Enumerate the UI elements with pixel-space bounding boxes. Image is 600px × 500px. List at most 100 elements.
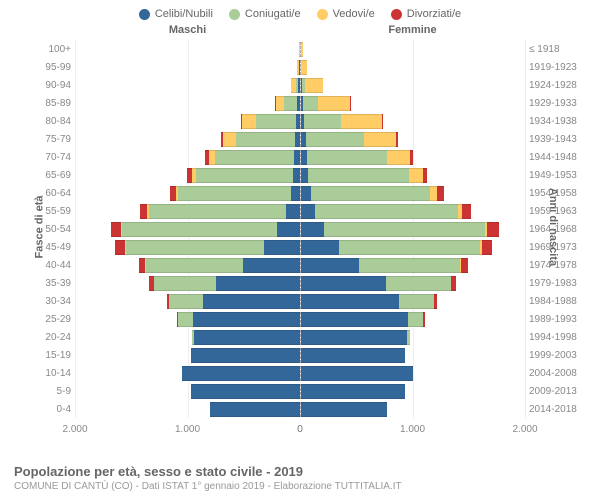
male-bar: [75, 348, 301, 363]
age-row: 10-142004-2008: [75, 364, 525, 382]
chart-footer: Popolazione per età, sesso e stato civil…: [14, 464, 586, 492]
age-row: 20-241994-1998: [75, 328, 525, 346]
year-tick: 1999-2003: [529, 350, 583, 361]
year-tick: ≤ 1918: [529, 44, 583, 55]
gender-headers: Maschi Femmine: [0, 24, 600, 36]
year-tick: 2004-2008: [529, 368, 583, 379]
female-bar: [301, 78, 526, 93]
header-male: Maschi: [75, 24, 300, 36]
age-tick: 100+: [27, 44, 71, 55]
footer-subtitle: COMUNE DI CANTÙ (CO) - Dati ISTAT 1° gen…: [14, 481, 586, 492]
year-tick: 1959-1963: [529, 206, 583, 217]
male-bar: [75, 60, 301, 75]
legend-label: Celibi/Nubili: [155, 8, 213, 20]
male-bar: [75, 258, 301, 273]
year-tick: 1929-1933: [529, 98, 583, 109]
pyramid-chart: Fasce di età Anni di nascita 100+≤ 19189…: [0, 36, 600, 418]
female-bar: [301, 384, 526, 399]
year-tick: 1994-1998: [529, 332, 583, 343]
legend-item: Vedovi/e: [317, 8, 375, 20]
male-bar: [75, 276, 301, 291]
year-tick: 1944-1948: [529, 152, 583, 163]
age-row: 30-341984-1988: [75, 292, 525, 310]
legend-item: Divorziati/e: [391, 8, 461, 20]
age-row: 100+≤ 1918: [75, 40, 525, 58]
year-tick: 1964-1968: [529, 224, 583, 235]
year-tick: 1919-1923: [529, 62, 583, 73]
age-row: 45-491969-1973: [75, 238, 525, 256]
age-row: 90-941924-1928: [75, 76, 525, 94]
female-bar: [301, 276, 526, 291]
age-tick: 65-69: [27, 170, 71, 181]
female-bar: [301, 222, 526, 237]
age-row: 75-791939-1943: [75, 130, 525, 148]
male-bar: [75, 384, 301, 399]
year-tick: 1969-1973: [529, 242, 583, 253]
legend-label: Coniugati/e: [245, 8, 301, 20]
age-tick: 10-14: [27, 368, 71, 379]
legend-item: Celibi/Nubili: [139, 8, 213, 20]
pyramid-rows: 100+≤ 191895-991919-192390-941924-192885…: [75, 40, 525, 418]
age-tick: 35-39: [27, 278, 71, 289]
age-row: 35-391979-1983: [75, 274, 525, 292]
male-bar: [75, 168, 301, 183]
age-tick: 75-79: [27, 134, 71, 145]
legend-swatch: [317, 9, 328, 20]
legend-swatch: [229, 9, 240, 20]
x-axis: 2.0001.0000 01.0002.000: [0, 418, 600, 438]
male-bar: [75, 114, 301, 129]
age-row: 70-741944-1948: [75, 148, 525, 166]
x-tick: 2.000: [62, 424, 87, 435]
year-tick: 1989-1993: [529, 314, 583, 325]
female-bar: [301, 240, 526, 255]
age-row: 80-841934-1938: [75, 112, 525, 130]
age-tick: 25-29: [27, 314, 71, 325]
female-bar: [301, 132, 526, 147]
age-row: 40-441974-1978: [75, 256, 525, 274]
age-tick: 0-4: [27, 404, 71, 415]
male-bar: [75, 330, 301, 345]
male-bar: [75, 204, 301, 219]
footer-title: Popolazione per età, sesso e stato civil…: [14, 464, 586, 479]
female-bar: [301, 330, 526, 345]
male-bar: [75, 402, 301, 417]
legend-swatch: [139, 9, 150, 20]
age-tick: 55-59: [27, 206, 71, 217]
age-tick: 95-99: [27, 62, 71, 73]
female-bar: [301, 402, 526, 417]
age-row: 60-641954-1958: [75, 184, 525, 202]
female-bar: [301, 168, 526, 183]
x-tick: 1.000: [175, 424, 200, 435]
female-bar: [301, 150, 526, 165]
age-row: 50-541964-1968: [75, 220, 525, 238]
male-bar: [75, 240, 301, 255]
year-tick: 1934-1938: [529, 116, 583, 127]
x-tick: 1.000: [400, 424, 425, 435]
age-tick: 30-34: [27, 296, 71, 307]
year-tick: 1924-1928: [529, 80, 583, 91]
year-tick: 1984-1988: [529, 296, 583, 307]
year-tick: 2009-2013: [529, 386, 583, 397]
male-bar: [75, 132, 301, 147]
x-tick: 0: [297, 424, 303, 435]
legend-label: Vedovi/e: [333, 8, 375, 20]
male-bar: [75, 96, 301, 111]
legend: Celibi/Nubili Coniugati/e Vedovi/e Divorzia…: [0, 0, 600, 24]
age-tick: 15-19: [27, 350, 71, 361]
legend-label: Divorziati/e: [407, 8, 461, 20]
age-tick: 5-9: [27, 386, 71, 397]
age-tick: 90-94: [27, 80, 71, 91]
x-tick: 2.000: [512, 424, 537, 435]
age-row: 95-991919-1923: [75, 58, 525, 76]
header-female: Femmine: [300, 24, 525, 36]
female-bar: [301, 366, 526, 381]
female-bar: [301, 114, 526, 129]
male-bar: [75, 78, 301, 93]
age-tick: 70-74: [27, 152, 71, 163]
age-row: 0-42014-2018: [75, 400, 525, 418]
female-bar: [301, 42, 526, 57]
age-row: 85-891929-1933: [75, 94, 525, 112]
age-row: 55-591959-1963: [75, 202, 525, 220]
age-row: 65-691949-1953: [75, 166, 525, 184]
female-bar: [301, 294, 526, 309]
